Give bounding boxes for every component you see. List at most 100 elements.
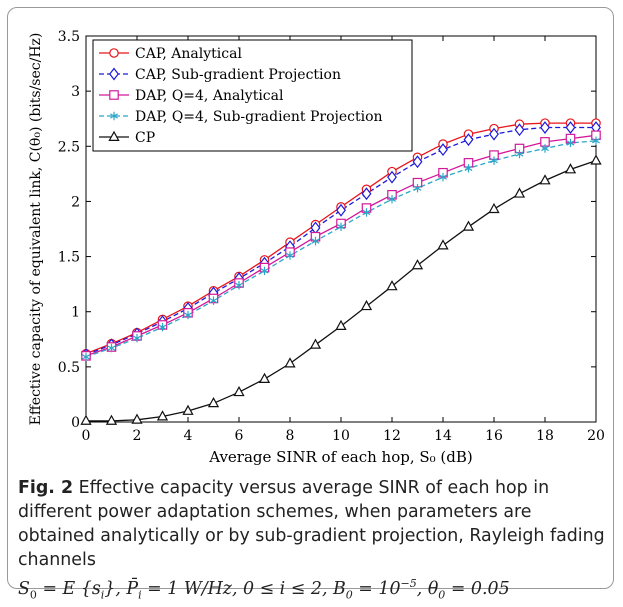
legend-label-3: DAP, Q=4, Sub-gradient Projection <box>135 109 383 125</box>
x-tick-label: 16 <box>485 428 503 444</box>
series-1-point <box>336 203 346 217</box>
legend-label-1: CAP, Sub-gradient Projection <box>135 67 341 83</box>
legend-label-4: CP <box>135 130 155 146</box>
y-tick-label: 0.5 <box>58 360 80 376</box>
x-tick-label: 18 <box>536 428 554 444</box>
math-si-sub: i <box>100 588 105 602</box>
series-3-point <box>413 183 422 193</box>
series-1-point <box>412 155 423 169</box>
y-tick-label: 3.5 <box>58 29 80 45</box>
series-lines <box>85 122 597 422</box>
series-markers <box>80 118 602 425</box>
series-4-point <box>564 163 577 174</box>
series-4-point <box>360 299 373 311</box>
x-axis-label: Average SINR of each hop, S₀ (dB) <box>208 448 473 466</box>
series-1-point <box>387 170 397 184</box>
math-b-value: = 10 <box>352 578 401 599</box>
series-3-point <box>337 222 345 231</box>
series-3-point <box>592 136 600 145</box>
legend-marker-3 <box>110 111 118 121</box>
legend-marker-2 <box>109 90 119 100</box>
math-b-exp: −5 <box>400 577 417 590</box>
series-3-point <box>490 156 498 165</box>
series-3-point <box>388 195 396 204</box>
math-b-sub: 0 <box>345 588 353 602</box>
legend-marker-4 <box>108 130 120 141</box>
math-expectation: = E {s <box>36 578 101 599</box>
y-tick-label: 1 <box>71 305 80 321</box>
legend-marker-1 <box>109 67 119 81</box>
series-3-point <box>260 266 269 276</box>
series-3-point <box>286 251 294 260</box>
series-4-point <box>386 280 398 291</box>
series-4-point <box>105 414 118 425</box>
math-s0-sub: 0 <box>29 588 37 602</box>
series-1-point <box>565 121 576 134</box>
math-theta: , θ <box>416 578 439 599</box>
series-3-point <box>464 164 473 173</box>
figure-caption: Fig. 2 Effective capacity versus average… <box>18 476 613 607</box>
math-theta-value: = 0.05 <box>445 578 510 599</box>
x-tick-label: 2 <box>133 428 142 444</box>
series-line-4 <box>86 159 597 422</box>
series-3-point <box>541 144 549 153</box>
legend-label-2: DAP, Q=4, Analytical <box>135 88 284 104</box>
series-line-1 <box>85 126 596 356</box>
effective-capacity-chart: 0 2 4 6 8 10 12 14 16 18 20 0 0.5 1 1.5 2 2.5 3 3.5 CAP, A… <box>28 29 605 466</box>
math-p: P̄ <box>126 578 139 599</box>
y-tick-label: 2 <box>71 194 80 210</box>
x-tick-label: 0 <box>82 428 91 444</box>
series-1-point <box>489 127 499 141</box>
series-3-point <box>362 208 371 217</box>
y-tick-label: 3 <box>71 84 80 100</box>
x-tick-label: 6 <box>235 428 244 444</box>
legend-marker-0 <box>109 48 119 58</box>
series-3-point <box>235 281 243 290</box>
series-3-point <box>184 310 192 320</box>
series-4-point <box>309 338 322 349</box>
series-4-point <box>284 357 296 368</box>
series-1-point <box>514 123 525 137</box>
series-3-point <box>133 333 141 343</box>
y-axis-label: Effective capacity of equivalent link, C… <box>28 33 44 426</box>
series-3-point <box>566 138 575 148</box>
x-tick-label: 12 <box>383 428 401 444</box>
series-3-point <box>515 149 524 159</box>
series-4-point <box>233 385 245 397</box>
series-1-point <box>463 133 474 147</box>
y-tick-label: 2.5 <box>58 139 80 155</box>
x-tick-label: 10 <box>332 428 350 444</box>
legend: CAP, Analytical CAP, Sub-gradient Project… <box>92 39 413 152</box>
math-s0: S <box>18 578 30 599</box>
series-4-point <box>131 413 143 424</box>
math-theta-sub: 0 <box>438 588 446 602</box>
series-3-point <box>439 172 447 182</box>
math-p-sub: i <box>138 588 142 602</box>
caption-label: Fig. 2 <box>18 478 74 498</box>
series-3-point <box>107 343 116 353</box>
x-tick-label: 4 <box>184 428 193 444</box>
series-4-point <box>437 239 449 250</box>
series-4-point <box>513 187 526 198</box>
series-4-point <box>207 396 220 408</box>
caption-text: Effective capacity versus average SINR o… <box>18 478 605 570</box>
math-close: }, <box>104 578 127 599</box>
x-tick-label: 8 <box>286 428 295 444</box>
series-4-point <box>80 414 92 425</box>
series-4-point <box>335 319 347 331</box>
series-1-point <box>438 143 448 157</box>
y-tick-label: 0 <box>71 415 80 431</box>
math-p-value: = 1 W/Hz, 0 ≤ i ≤ 2, B <box>141 578 346 599</box>
series-3-point <box>82 352 90 362</box>
series-4-point <box>156 410 169 421</box>
series-4-point <box>488 202 500 214</box>
series-4-point <box>258 372 271 383</box>
series-1-point <box>361 187 372 201</box>
x-tick-label: 14 <box>434 428 452 444</box>
series-line-3 <box>85 140 597 358</box>
series-4-point <box>411 259 424 270</box>
series-4-point <box>590 154 602 165</box>
legend-box <box>92 39 413 152</box>
caption-math: S0 = E {si}, P̄i = 1 W/Hz, 0 ≤ i ≤ 2, B0… <box>18 577 510 602</box>
series-4-point <box>539 174 551 185</box>
